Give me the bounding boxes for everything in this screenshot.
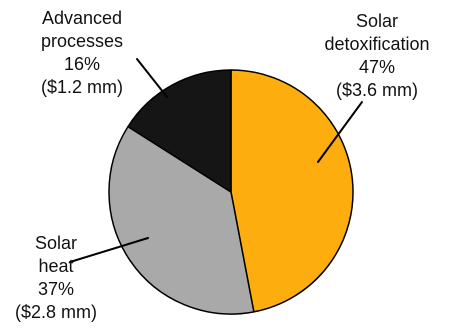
label-solar-detox-amount: ($3.6 mm) [336, 80, 418, 100]
leader-line-solar-detox [317, 101, 363, 163]
label-advanced-amount: ($1.2 mm) [41, 77, 123, 97]
label-solar-heat-amount: ($2.8 mm) [15, 302, 97, 322]
label-solar-heat-line1: Solar [35, 233, 77, 253]
label-solar-detox-line2: detoxification [324, 34, 429, 54]
leader-line-solar-heat [69, 237, 149, 263]
label-solar-detox: Solar detoxification 47% ($3.6 mm) [324, 11, 429, 100]
label-solar-heat-line2: heat [38, 256, 73, 276]
label-solar-detox-line1: Solar [356, 11, 398, 31]
pie-slices [108, 69, 354, 315]
label-solar-heat-percent: 37% [38, 279, 74, 299]
label-solar-detox-percent: 47% [359, 57, 395, 77]
pie-slice-solar-detox [230, 69, 354, 313]
pie-slice-advanced-processes [127, 69, 232, 193]
pie-slice-solar-heat [108, 125, 255, 315]
leader-lines [69, 58, 363, 263]
label-advanced-percent: 16% [64, 54, 100, 74]
label-advanced-line1: Advanced [42, 8, 122, 28]
label-advanced-line2: processes [41, 31, 123, 51]
label-solar-heat: Solar heat 37% ($2.8 mm) [15, 233, 97, 322]
label-advanced-processes: Advanced processes 16% ($1.2 mm) [41, 8, 123, 97]
leader-line-advanced-processes [136, 58, 168, 98]
